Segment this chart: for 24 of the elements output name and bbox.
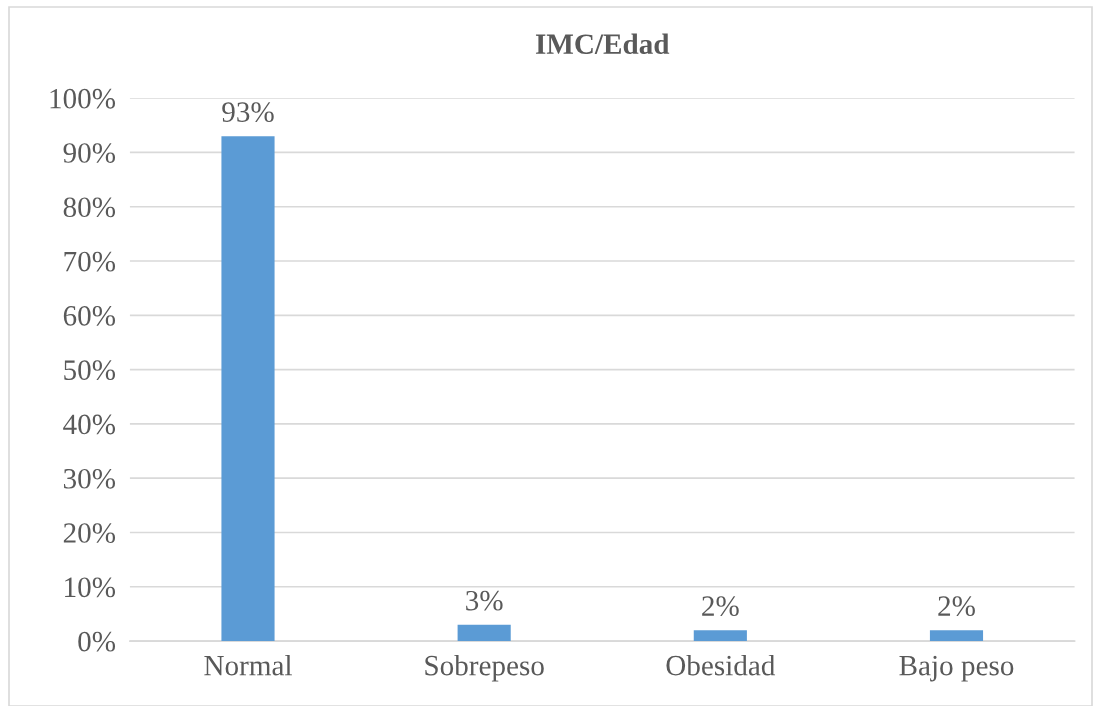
y-tick-label: 0% [78,631,116,652]
x-tick-label: Bajo peso [899,655,1014,682]
y-tick-label: 50% [64,360,116,381]
y-tick-label: 100% [50,88,116,109]
x-tick-label: Normal [204,654,292,676]
y-tick-label: 90% [63,143,116,163]
y-tick-label: 30% [63,468,116,489]
y-tick-label: 40% [63,414,116,435]
data-label: 2% [938,596,975,617]
x-tick-label: Obesidad [666,654,776,676]
y-tick-label: 10% [65,577,116,598]
data-label: 2% [702,596,739,617]
bar [693,630,747,642]
x-tick-label: Sobrepeso [425,654,544,682]
y-tick-label: 20% [63,523,116,543]
chart-title: IMC/Edad [535,33,670,54]
data-label: 93% [222,102,274,122]
y-tick-label: 80% [63,197,116,218]
bar [221,136,275,642]
y-tick-label: 60% [63,306,116,326]
data-label: 3% [466,590,503,611]
y-tick-label: 70% [64,251,116,272]
bar [929,630,984,642]
bar [457,624,511,642]
